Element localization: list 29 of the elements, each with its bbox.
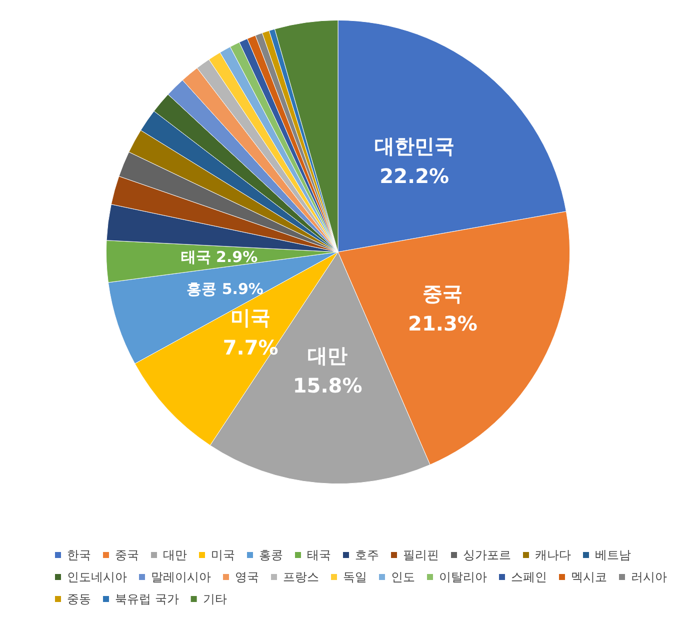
legend-label: 독일 (343, 570, 367, 584)
legend-label: 인도네시아 (67, 570, 127, 584)
legend-label: 인도 (391, 570, 415, 584)
legend-label: 이탈리아 (439, 570, 487, 584)
data-label: 태국 2.9% (180, 248, 258, 266)
legend-label: 캐나다 (535, 548, 571, 562)
legend-label: 태국 (307, 548, 331, 562)
data-label: 홍콩 5.9% (186, 280, 264, 298)
legend-label: 베트남 (595, 548, 631, 562)
legend-label: 스페인 (511, 570, 547, 584)
legend-label: 싱가포르 (463, 548, 511, 562)
legend-label: 대만 (163, 548, 187, 562)
legend-label: 멕시코 (571, 570, 607, 584)
data-label: 중국 21.3% (408, 281, 478, 336)
legend-label: 러시아 (631, 570, 667, 584)
legend-label: 영국 (235, 570, 259, 584)
data-label: 대만 15.8% (292, 343, 362, 398)
legend-label: 미국 (211, 548, 235, 562)
legend-label: 한국 (67, 548, 91, 562)
legend-label: 기타 (202, 592, 227, 606)
data-label: 대한민국 22.2% (374, 134, 454, 188)
legend-label: 호주 (355, 548, 379, 562)
legend-label: 중동 (67, 592, 91, 606)
legend-label: 말레이시아 (151, 570, 211, 584)
legend-label: 중국 (115, 548, 139, 562)
legend-label: 프랑스 (283, 570, 319, 584)
legend-label: 필리핀 (403, 548, 439, 562)
legend-label: 북유럽 국가 (115, 592, 179, 606)
legend-label: 홍콩 (259, 548, 283, 562)
